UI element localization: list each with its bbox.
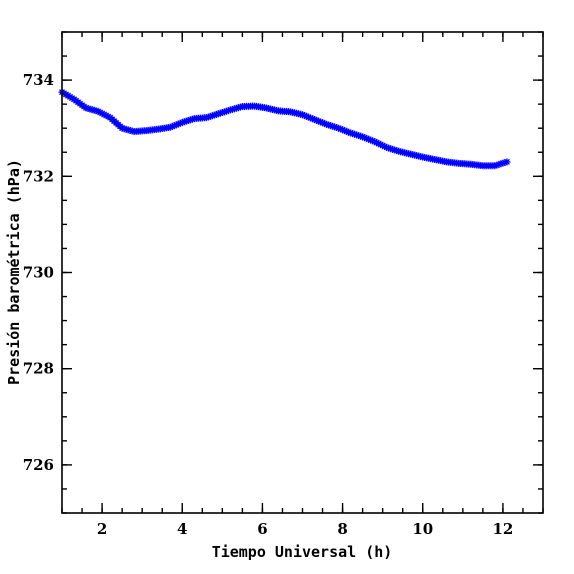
data-point: [309, 115, 317, 123]
data-point: [104, 113, 112, 121]
x-tick-label: 6: [257, 520, 267, 538]
x-tick-label: 2: [97, 520, 107, 538]
data-point: [345, 128, 353, 136]
data-point: [365, 135, 373, 143]
data-point: [96, 108, 104, 116]
data-point: [317, 118, 325, 126]
data-point: [367, 136, 375, 144]
y-tick-label: 728: [23, 360, 54, 378]
data-point: [377, 141, 385, 149]
x-axis-label: Tiempo Universal (h): [212, 543, 393, 561]
data-point: [503, 158, 511, 166]
data-point: [371, 138, 379, 146]
data-point: [361, 134, 369, 142]
data-point: [341, 127, 349, 135]
x-tick-label: 10: [412, 520, 433, 538]
data-point: [301, 112, 309, 120]
data-point: [337, 125, 345, 133]
data-point: [363, 134, 371, 142]
data-point: [313, 116, 321, 124]
tick-labels: 2 4 6 8 10 12 726 728 730 732 734: [23, 71, 514, 538]
axis-ticks: [61, 31, 544, 514]
data-point: [174, 120, 182, 128]
y-tick-label: 732: [23, 167, 54, 185]
data-point: [170, 122, 178, 130]
data-point: [381, 142, 389, 150]
data-point: [305, 113, 313, 121]
data-point: [303, 112, 311, 120]
data-point: [176, 119, 184, 127]
data-point: [100, 110, 108, 118]
data-point: [373, 139, 381, 147]
data-point: [335, 124, 343, 132]
data-point: [172, 121, 180, 129]
data-point: [94, 107, 102, 115]
data-point: [379, 142, 387, 150]
data-point: [339, 126, 347, 134]
data-point: [311, 116, 319, 124]
data-point: [321, 120, 329, 128]
y-axis-label: Presión barométrica (hPa): [5, 159, 23, 385]
data-point: [315, 117, 323, 125]
data-point: [319, 119, 327, 127]
data-point: [343, 127, 351, 135]
y-tick-label: 726: [23, 456, 54, 474]
x-tick-label: 8: [337, 520, 347, 538]
data-point: [359, 133, 367, 141]
data-point: [307, 114, 315, 122]
data-point: [98, 109, 106, 117]
x-tick-label: 12: [492, 520, 513, 538]
data-point: [102, 112, 110, 120]
data-point: [375, 140, 383, 148]
x-tick-label: 4: [177, 520, 187, 538]
y-tick-label: 730: [23, 264, 54, 282]
y-tick-label: 734: [23, 71, 54, 89]
data-point: [166, 123, 174, 131]
data-point: [299, 111, 306, 119]
plot-frame: [61, 31, 544, 514]
data-point: [369, 137, 377, 145]
data-marks: [58, 88, 511, 170]
data-point: [168, 122, 176, 130]
